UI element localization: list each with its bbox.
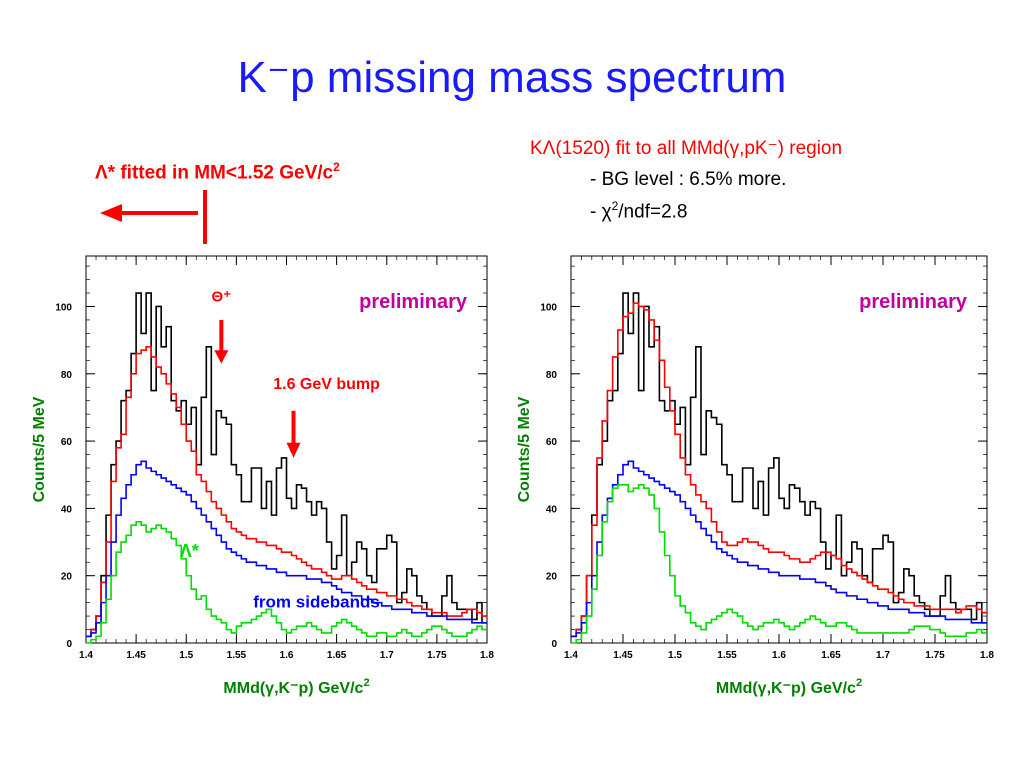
x-tick-label: 1.75 bbox=[925, 650, 945, 661]
series-fit bbox=[571, 302, 987, 638]
x-tick-label: 1.7 bbox=[380, 650, 394, 661]
x-tick-label: 1.4 bbox=[564, 650, 578, 661]
lambda-fit-note: Λ* fitted in MM<1.52 GeV/c2 bbox=[95, 160, 340, 184]
x-tick-label: 1.65 bbox=[327, 650, 347, 661]
x-tick-label: 1.55 bbox=[717, 650, 737, 661]
y-axis-label: Counts/5 MeV bbox=[516, 396, 533, 502]
chart-panel-1: 1.4 1.45 1.5 1.55 1.6 1.65 1.7 1.75 1.8 0 20 40 60 80… bbox=[31, 255, 494, 697]
x-axis-label-text: MMd(γ,K⁻p) GeV/c bbox=[716, 680, 856, 697]
x-tick-label: 1.55 bbox=[227, 650, 247, 661]
y-tick-label: 80 bbox=[546, 370, 558, 381]
x-tick-label: 1.8 bbox=[980, 650, 994, 661]
chi2-sup: 2 bbox=[611, 199, 619, 213]
y-tick-label: 60 bbox=[546, 437, 558, 448]
x-axis-label: MMd(γ,K⁻p) GeV/c2 bbox=[716, 677, 862, 697]
y-tick-label: 40 bbox=[61, 504, 73, 515]
mass-cut-arrow bbox=[100, 190, 207, 244]
series-sideband bbox=[86, 460, 487, 638]
y-tick-label: 20 bbox=[61, 572, 73, 583]
x-tick-label: 1.6 bbox=[772, 650, 786, 661]
x-tick-label: 1.75 bbox=[427, 650, 447, 661]
bump-arrow-head bbox=[286, 442, 301, 458]
x-tick-label: 1.5 bbox=[668, 650, 682, 661]
y-tick-label: 60 bbox=[61, 437, 73, 448]
sidebands-label: from sidebands bbox=[253, 593, 380, 612]
series-lambda-star bbox=[571, 484, 987, 644]
page-title: K⁻p missing mass spectrum bbox=[237, 53, 787, 102]
x-tick-label: 1.7 bbox=[876, 650, 890, 661]
fit-description-line1: KΛ(1520) fit to all MMd(γ,pK⁻) region bbox=[530, 138, 843, 159]
series-data bbox=[86, 292, 487, 638]
x-axis-label: MMd(γ,K⁻p) GeV/c2 bbox=[223, 677, 369, 697]
lambda-fit-note-sup: 2 bbox=[333, 160, 340, 174]
fit-description-line2: - BG level : 6.5% more. bbox=[590, 169, 787, 190]
theta-plus-label: Θ⁺ bbox=[212, 288, 232, 305]
x-tick-label: 1.6 bbox=[280, 650, 294, 661]
series-lambda-star bbox=[86, 521, 487, 644]
chi2-suffix: /ndf=2.8 bbox=[618, 201, 688, 223]
lambda-fit-note-text: Λ* fitted in MM<1.52 GeV/c bbox=[95, 162, 334, 184]
series-sideband bbox=[571, 460, 987, 638]
y-tick-label: 0 bbox=[551, 639, 557, 650]
preliminary-label: preliminary bbox=[359, 291, 468, 313]
y-tick-label: 100 bbox=[55, 302, 72, 313]
theta-arrow-head bbox=[214, 350, 229, 364]
y-tick-label: 0 bbox=[66, 639, 72, 650]
y-tick-label: 80 bbox=[61, 370, 73, 381]
x-tick-label: 1.45 bbox=[126, 650, 146, 661]
x-axis-label-sup: 2 bbox=[856, 677, 862, 689]
x-tick-label: 1.65 bbox=[821, 650, 841, 661]
fit-description-line3: - χ2/ndf=2.8 bbox=[590, 199, 687, 223]
y-tick-label: 40 bbox=[546, 504, 558, 515]
bump-label: 1.6 GeV bump bbox=[273, 376, 380, 393]
preliminary-label: preliminary bbox=[859, 291, 968, 313]
y-axis-label: Counts/5 MeV bbox=[31, 396, 48, 502]
x-axis-label-sup: 2 bbox=[363, 677, 369, 689]
x-tick-label: 1.45 bbox=[613, 650, 633, 661]
chart-panel-2: 1.4 1.45 1.5 1.55 1.6 1.65 1.7 1.75 1.8 0 20 40 60 80… bbox=[516, 255, 994, 697]
x-tick-label: 1.8 bbox=[480, 650, 494, 661]
lambda-star-label: Λ* bbox=[180, 541, 199, 561]
series-data bbox=[571, 292, 987, 638]
series-fit bbox=[86, 346, 487, 638]
x-tick-label: 1.4 bbox=[79, 650, 93, 661]
chi2-prefix: - χ bbox=[590, 201, 612, 223]
y-tick-label: 100 bbox=[540, 302, 557, 313]
y-tick-label: 20 bbox=[546, 572, 558, 583]
x-tick-label: 1.5 bbox=[179, 650, 193, 661]
x-axis-label-text: MMd(γ,K⁻p) GeV/c bbox=[223, 680, 363, 697]
